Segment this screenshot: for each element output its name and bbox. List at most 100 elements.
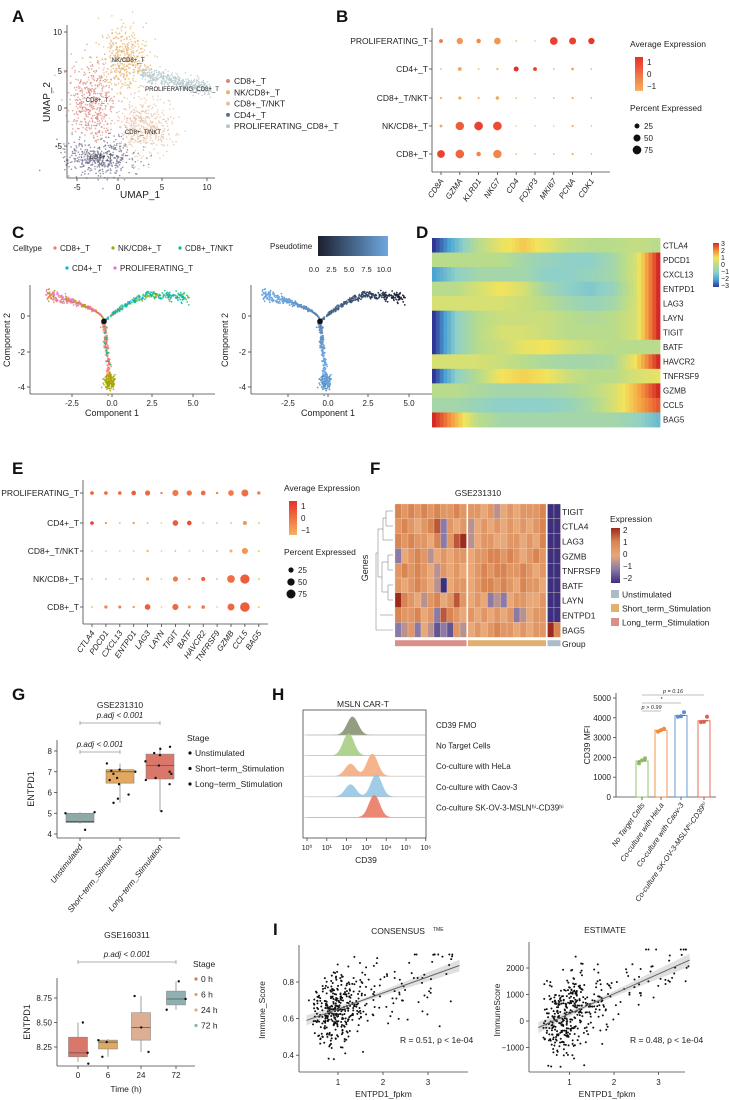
trajectory-point bbox=[168, 300, 171, 303]
umap-point bbox=[144, 129, 147, 132]
umap-point bbox=[85, 82, 87, 85]
umap-point bbox=[84, 107, 87, 110]
umap-point bbox=[137, 55, 140, 57]
trajectory-point bbox=[318, 382, 321, 385]
y-tick-label: 0 bbox=[21, 312, 26, 321]
umap-point bbox=[139, 142, 142, 145]
umap-point bbox=[85, 122, 87, 124]
heatmap-cell bbox=[504, 296, 509, 312]
umap-point bbox=[115, 67, 117, 70]
umap-point bbox=[100, 154, 103, 157]
umap-point bbox=[110, 162, 113, 165]
umap-point bbox=[151, 73, 153, 76]
heatmap-cell bbox=[432, 281, 437, 297]
heatmap-cell bbox=[637, 397, 642, 413]
heatmap-cell bbox=[504, 339, 509, 355]
umap-point bbox=[126, 60, 129, 62]
umap-point bbox=[157, 131, 160, 133]
umap-point bbox=[102, 62, 104, 65]
umap-point bbox=[109, 105, 112, 108]
heatmap-cell bbox=[648, 238, 653, 253]
umap-point bbox=[108, 146, 111, 149]
umap-point bbox=[91, 104, 93, 106]
heatmap-cell bbox=[561, 397, 566, 413]
umap-point bbox=[120, 142, 123, 145]
trajectory-point bbox=[109, 363, 112, 366]
heatmap-cell bbox=[606, 383, 611, 399]
umap-point bbox=[142, 104, 145, 107]
umap-point bbox=[122, 73, 124, 75]
umap-point bbox=[75, 111, 78, 113]
umap-point bbox=[126, 154, 129, 157]
umap-point bbox=[103, 164, 106, 166]
trajectory-point bbox=[290, 299, 293, 302]
trajectory-point bbox=[172, 294, 175, 297]
umap-point bbox=[144, 110, 147, 113]
umap-point bbox=[137, 86, 140, 89]
expression-dot bbox=[515, 125, 517, 127]
umap-point bbox=[84, 73, 87, 76]
heatmap-cell bbox=[595, 397, 600, 413]
trajectory-point bbox=[55, 296, 57, 299]
umap-point bbox=[107, 136, 110, 139]
heatmap-cell bbox=[500, 238, 505, 253]
trajectory-point bbox=[266, 294, 269, 296]
umap-point bbox=[143, 120, 145, 123]
heatmap-cell bbox=[606, 397, 611, 413]
umap-point bbox=[98, 170, 100, 172]
umap-point bbox=[138, 119, 141, 122]
umap-point bbox=[84, 159, 86, 161]
umap-point bbox=[201, 83, 203, 86]
heatmap-cell bbox=[462, 354, 467, 370]
heatmap-cell bbox=[568, 339, 573, 355]
trajectory-point bbox=[56, 299, 59, 302]
heatmap-cell bbox=[439, 354, 444, 370]
heatmap-cell bbox=[485, 267, 490, 283]
umap-point bbox=[76, 103, 79, 106]
heatmap-cell bbox=[622, 325, 627, 341]
umap-point bbox=[117, 49, 119, 52]
umap-point bbox=[126, 121, 128, 124]
expression-dot bbox=[439, 96, 443, 100]
umap-point bbox=[99, 79, 102, 82]
umap-point bbox=[147, 163, 150, 166]
heatmap-cell bbox=[439, 267, 444, 283]
umap-point bbox=[139, 84, 142, 87]
umap-point bbox=[128, 107, 131, 109]
umap-point bbox=[164, 120, 167, 123]
trajectory-point bbox=[67, 297, 69, 300]
trajectory-point bbox=[106, 341, 108, 343]
trajectory-point bbox=[266, 297, 269, 300]
legend-label: NK/CD8+_T bbox=[118, 244, 161, 253]
umap-point bbox=[153, 125, 156, 128]
umap-point bbox=[84, 124, 87, 126]
x-tick-label: -5 bbox=[73, 183, 81, 192]
umap-point bbox=[99, 159, 101, 161]
trajectory-point bbox=[290, 301, 293, 304]
heatmap-cell bbox=[489, 354, 494, 370]
umap-point bbox=[84, 118, 86, 121]
umap-point bbox=[94, 121, 96, 124]
umap-point bbox=[105, 97, 108, 99]
umap-point bbox=[113, 60, 115, 63]
umap-point bbox=[148, 76, 151, 78]
umap-point bbox=[80, 153, 83, 156]
pseudotime-tick-label: 2.5 bbox=[326, 265, 336, 274]
trajectory-point bbox=[175, 290, 178, 292]
expression-dot bbox=[534, 125, 536, 127]
umap-point bbox=[63, 148, 66, 151]
heatmap-cell bbox=[656, 238, 661, 253]
umap-point bbox=[106, 158, 109, 161]
umap-point bbox=[147, 66, 150, 68]
trajectory-point bbox=[322, 334, 324, 337]
trajectory-point bbox=[271, 296, 273, 299]
umap-point bbox=[155, 69, 158, 72]
umap-point bbox=[93, 152, 95, 154]
heatmap-cell bbox=[599, 412, 604, 428]
umap-point bbox=[88, 120, 91, 122]
trajectory-point bbox=[51, 291, 54, 293]
heatmap-cell bbox=[496, 238, 501, 253]
umap-point bbox=[125, 151, 128, 153]
umap-point bbox=[176, 132, 178, 135]
umap-point bbox=[103, 124, 105, 126]
